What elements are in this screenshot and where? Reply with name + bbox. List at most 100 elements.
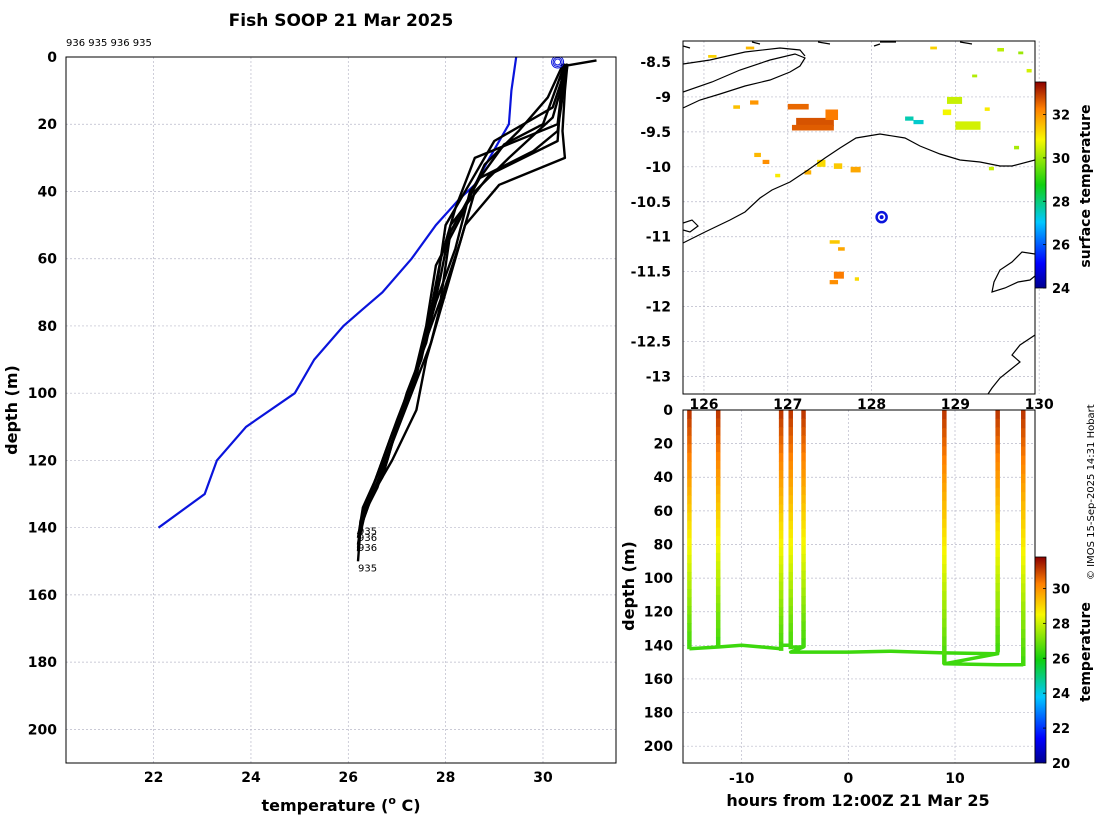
- coastline-australia: [991, 251, 1035, 293]
- section-colorbar-tick-label: 30: [1052, 582, 1070, 597]
- map-lat-tick-label: -9: [655, 90, 671, 106]
- map-lat-tick-label: -11: [646, 230, 671, 246]
- map-grid: [683, 41, 1040, 394]
- profile-plot: Fish SOOP 21 Mar 2025 936 935 936 935 93…: [2, 11, 617, 815]
- y-tick-label: 120: [28, 453, 57, 469]
- copyright: © IMOS 15-Sep-2025 14:31 Hobart: [1086, 404, 1097, 580]
- section-colorbar-tick-label: 20: [1052, 757, 1070, 772]
- x-label-main: temperature (: [261, 796, 388, 815]
- section-y-tick-label: 200: [644, 739, 673, 755]
- sst-map-plot: 126 127 128 129 130 -8.5 -9 -9.5 -10 -10.5 -11 -11.…: [631, 40, 1094, 413]
- y-tick-label: 80: [38, 319, 58, 335]
- section-colorbar-tick-label: 26: [1052, 652, 1070, 667]
- chart-title: Fish SOOP 21 Mar 2025: [229, 11, 454, 31]
- section-y-tick-label: 160: [644, 672, 673, 688]
- map-lat-tick-label: -10.5: [631, 195, 671, 211]
- sst-cell: [905, 116, 914, 121]
- map-lat-tick-label: -8.5: [640, 55, 671, 71]
- section-y-tick-label: 60: [654, 504, 674, 520]
- sst-cell: [708, 54, 717, 58]
- section-colorbar-label: temperature: [1078, 602, 1094, 702]
- map-lat-tick-label: -9.5: [640, 125, 671, 141]
- section-y-tick-label: 40: [654, 470, 674, 486]
- sst-cell: [1026, 68, 1032, 73]
- section-grid: [683, 409, 1035, 763]
- section-y-tick-label: 80: [654, 537, 674, 553]
- colorbar-tick-label: 32: [1052, 109, 1070, 124]
- y-tick-label: 60: [38, 252, 58, 268]
- x-tick-label: 28: [436, 770, 455, 786]
- map-sst-cells: [708, 46, 1032, 285]
- x-tick-label: 24: [241, 770, 261, 786]
- map-lon-tick-label: 128: [857, 397, 886, 413]
- map-lat-tick-label: -12: [646, 300, 671, 316]
- section-colorbar-tick-label: 24: [1052, 687, 1070, 702]
- x-tick-label: 26: [339, 770, 358, 786]
- coastline-bank: [683, 133, 1035, 244]
- y-tick-label: 160: [28, 588, 57, 604]
- sst-cell: [775, 173, 781, 178]
- sst-cell: [947, 96, 963, 104]
- colorbar-tick-label: 28: [1052, 195, 1070, 210]
- section-y-tick-label: 180: [644, 706, 673, 722]
- sst-cell: [817, 159, 826, 167]
- map-coastlines: [683, 41, 1035, 394]
- sst-cell: [913, 119, 924, 125]
- map-lat-tick-label: -10: [646, 160, 672, 176]
- y-tick-label: 40: [38, 184, 58, 200]
- map-lat-tick-label: -12.5: [631, 335, 671, 351]
- coastline-australia-b: [987, 334, 1035, 394]
- sst-cell: [838, 247, 845, 251]
- section-axes-frame: [682, 409, 1036, 764]
- sst-cell: [997, 47, 1004, 52]
- section-x-tick-label: 10: [945, 771, 965, 787]
- sst-cell: [754, 152, 761, 158]
- colorbar-tick-label: 30: [1052, 152, 1070, 167]
- coastline-islet: [683, 219, 699, 233]
- sst-cell: [833, 271, 844, 279]
- x-tick-label: 22: [144, 770, 163, 786]
- y-tick-label: 100: [28, 386, 57, 402]
- coastline-north: [683, 47, 806, 65]
- section-y-tick-label: 140: [644, 638, 673, 654]
- sst-cell: [833, 163, 843, 169]
- cast-id-label: 935: [358, 563, 377, 574]
- sst-cell: [1014, 145, 1020, 150]
- map-lat-tick-label: -13: [646, 370, 671, 386]
- top-annotation: 936 935 936 935: [66, 38, 152, 49]
- sst-cell: [750, 100, 759, 105]
- sst-cell: [745, 46, 755, 50]
- sst-cell: [1018, 51, 1024, 55]
- left-axes-frame: [65, 56, 617, 764]
- section-colorbar-tick-label: 28: [1052, 617, 1070, 632]
- profile-line: [356, 66, 569, 535]
- sst-cell: [942, 109, 952, 116]
- section-y-tick-label: 120: [644, 605, 673, 621]
- sst-cell: [988, 166, 994, 171]
- map-lon-tick-label: 130: [1025, 397, 1054, 413]
- section-x-tick-label: -10: [729, 771, 755, 787]
- left-y-label: depth (m): [2, 365, 21, 455]
- section-colorbar-scale: [1034, 556, 1047, 764]
- coastline-timor: [683, 53, 806, 109]
- sst-cell: [829, 280, 839, 285]
- section-y-tick-label: 100: [644, 571, 673, 587]
- cast-id-label: 935: [358, 526, 377, 537]
- sst-cell: [791, 124, 834, 131]
- section-colorbar: 20 22 24 26 28 30: [1034, 556, 1070, 772]
- y-tick-label: 180: [28, 655, 57, 671]
- tow-path: [689, 643, 1024, 667]
- section-y-label: depth (m): [619, 541, 638, 631]
- cast-id-label: 936: [358, 533, 377, 544]
- y-tick-label: 0: [47, 50, 57, 66]
- left-x-label: temperature (o C): [261, 794, 420, 815]
- map-lon-tick-label: 129: [941, 397, 970, 413]
- position-marker: [552, 57, 563, 68]
- section-colorbar-tick-label: 22: [1052, 722, 1070, 737]
- ship-marker-inner: [879, 215, 884, 220]
- x-tick-label: 30: [533, 770, 553, 786]
